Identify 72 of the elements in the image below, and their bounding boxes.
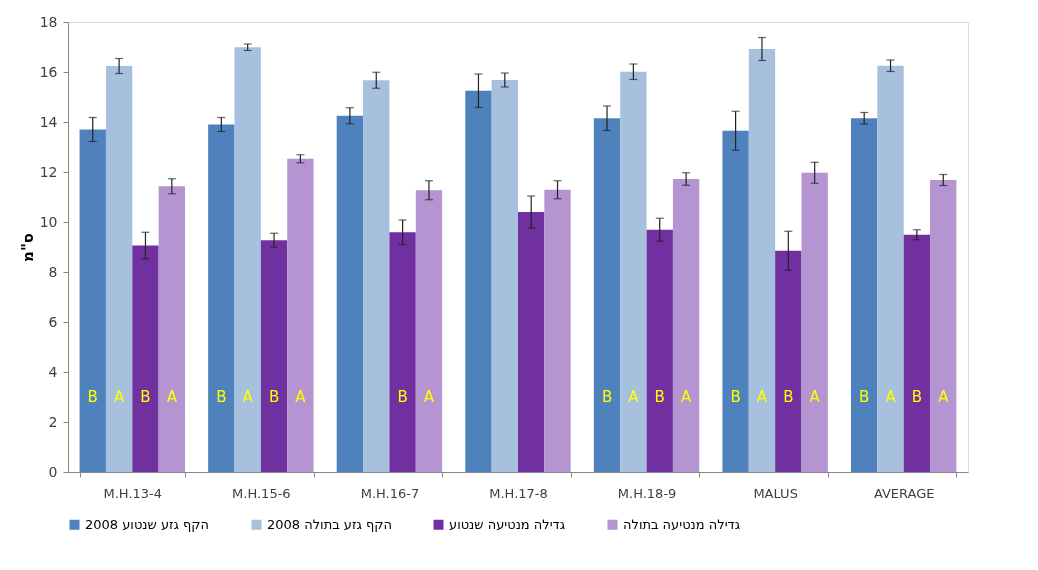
data-label: A (628, 388, 640, 406)
y-tick-label: 4 (48, 363, 58, 380)
data-label: A (295, 388, 307, 406)
x-tick-label: MALUS (753, 485, 798, 501)
y-tick-label: 14 (39, 113, 58, 130)
x-tick-label: AVERAGE (873, 485, 935, 501)
data-label: A (166, 388, 178, 406)
data-label: A (885, 388, 897, 406)
y-tick-label: 0 (48, 463, 58, 480)
data-label: B (730, 388, 741, 406)
bar (363, 80, 390, 472)
legend-label: גדילה מנטיעה בתולה (623, 516, 740, 532)
bar (287, 158, 314, 472)
data-label: B (859, 388, 870, 406)
legend-label: הקף גזע בתולה 2008 (267, 516, 393, 532)
bar (234, 47, 261, 472)
bar (903, 234, 931, 472)
x-tick-label: M.H.15-6 (232, 485, 291, 501)
data-label: B (216, 388, 227, 406)
bar (465, 90, 492, 472)
y-tick-label: 18 (39, 13, 58, 30)
y-tick-label: 12 (39, 163, 58, 180)
x-tick-label: M.H.18-9 (617, 485, 677, 501)
bar (544, 189, 571, 472)
data-label: B (601, 388, 613, 406)
y-tick-label: 2 (48, 413, 58, 430)
legend-label: גדילה מנטיעה שנטוע (449, 516, 566, 532)
data-label: B (654, 388, 665, 406)
bar (260, 240, 288, 472)
bar (620, 71, 647, 472)
bar (722, 130, 749, 472)
bar (491, 80, 518, 472)
data-label: A (809, 388, 821, 406)
data-label: A (242, 388, 254, 406)
y-axis-title: ס"מ (18, 233, 37, 262)
bar (415, 190, 443, 472)
y-tick-label: 10 (39, 213, 58, 230)
data-label: A (938, 388, 950, 406)
data-label: B (140, 388, 151, 406)
data-label: B (397, 388, 408, 406)
bar (851, 118, 878, 472)
data-label: B (268, 388, 280, 406)
data-label: B (911, 388, 923, 406)
x-tick-label: M.H.13-4 (103, 485, 163, 501)
bar (930, 180, 957, 472)
x-tick-label: M.H.17-8 (489, 485, 548, 501)
x-tick-label: M.H.16-7 (360, 485, 420, 501)
data-label: B (87, 388, 98, 406)
bar (775, 250, 802, 472)
bar (105, 66, 133, 472)
bar (132, 245, 159, 472)
bar (336, 115, 364, 472)
bar (646, 229, 673, 472)
data-label: B (783, 388, 794, 406)
data-label: A (423, 388, 435, 406)
bar (389, 232, 416, 472)
bar (208, 124, 235, 472)
bar (593, 118, 621, 472)
data-label: A (113, 388, 125, 406)
bar (748, 49, 776, 472)
y-tick-label: 6 (48, 313, 58, 330)
bar (518, 212, 545, 472)
bar (79, 129, 106, 472)
data-label: A (756, 388, 768, 406)
legend-label: הקף גזע שנטוע 2008 (85, 516, 210, 532)
y-tick-label: 16 (39, 63, 58, 80)
bar (158, 186, 185, 472)
data-label: A (680, 388, 692, 406)
bar (801, 172, 828, 472)
bar (877, 65, 904, 472)
bar (672, 179, 700, 472)
y-tick-label: 8 (48, 263, 58, 280)
